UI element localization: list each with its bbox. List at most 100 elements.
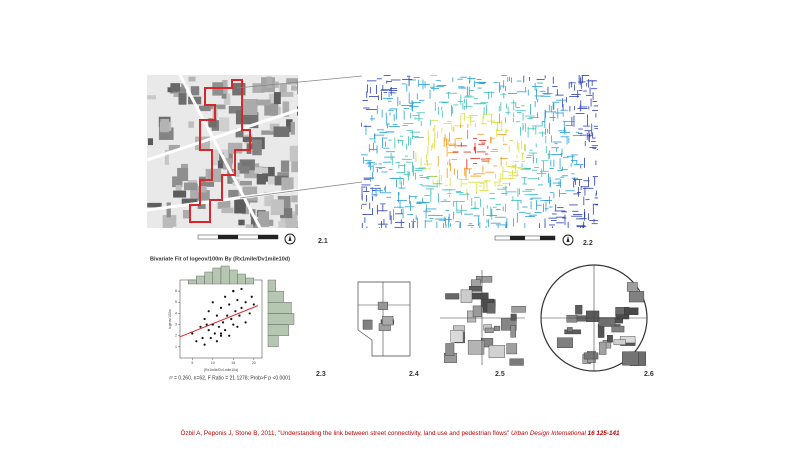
building bbox=[239, 180, 252, 186]
land-use-block bbox=[460, 289, 473, 303]
histogram-bar bbox=[267, 290, 284, 303]
building bbox=[267, 176, 279, 185]
land-use-block bbox=[607, 335, 613, 343]
data-point bbox=[191, 332, 194, 335]
data-point bbox=[232, 323, 235, 326]
y-tick-label: 4 bbox=[175, 311, 177, 315]
north-arrow bbox=[566, 236, 570, 242]
building bbox=[197, 185, 207, 193]
land-use-block bbox=[488, 345, 505, 358]
y-tick-label: 1 bbox=[175, 345, 177, 349]
data-point bbox=[240, 306, 243, 309]
building bbox=[164, 149, 169, 165]
data-point bbox=[226, 314, 229, 317]
building bbox=[295, 227, 298, 228]
histogram-bar bbox=[267, 302, 292, 314]
plot-stats: r² = 0.260, n=62, F Ratio = 21.1278; Pro… bbox=[169, 375, 291, 381]
land-use-block bbox=[362, 319, 373, 330]
data-point bbox=[248, 312, 251, 315]
building bbox=[210, 104, 226, 110]
data-point bbox=[252, 303, 255, 306]
building bbox=[173, 190, 187, 198]
building bbox=[258, 211, 270, 227]
building bbox=[235, 128, 244, 138]
data-point bbox=[195, 340, 198, 343]
building bbox=[177, 167, 189, 182]
data-point bbox=[236, 298, 239, 302]
building bbox=[228, 106, 242, 114]
building bbox=[183, 182, 198, 191]
scale-segment bbox=[218, 235, 238, 239]
building bbox=[264, 191, 274, 207]
scale-segment bbox=[540, 236, 555, 240]
scale-bar bbox=[494, 234, 574, 246]
map-2-1 bbox=[147, 75, 298, 228]
building bbox=[147, 95, 156, 100]
fit-line bbox=[179, 305, 259, 338]
scale-bar bbox=[197, 233, 296, 245]
data-point bbox=[219, 334, 223, 337]
land-use-block bbox=[611, 325, 625, 333]
data-point bbox=[207, 329, 210, 332]
figure-label: 2.5 bbox=[495, 371, 505, 378]
figure-label: 2.1 bbox=[318, 238, 328, 245]
histogram-bar bbox=[245, 277, 255, 285]
figure-labels: 2.1 2.2 2.3 2.4 2.5 2.6 bbox=[316, 238, 654, 378]
building bbox=[266, 76, 272, 88]
building bbox=[221, 93, 227, 99]
x-tick-label: 15 bbox=[231, 361, 235, 365]
histogram-bar bbox=[267, 313, 295, 325]
data-point bbox=[221, 321, 225, 324]
histogram-bar bbox=[267, 324, 289, 336]
building bbox=[208, 171, 213, 179]
building bbox=[175, 185, 182, 191]
histogram-bar bbox=[212, 267, 222, 285]
land-use-block bbox=[599, 341, 607, 355]
building bbox=[236, 189, 242, 198]
citation-authors: Özbil A, Peponis J, Stone B, 2011, "Unde… bbox=[180, 429, 509, 437]
building bbox=[160, 118, 170, 133]
plot-title: Bivariate Fit of logeov/100m By (Rx1mile… bbox=[150, 256, 290, 262]
histogram-bar bbox=[187, 279, 197, 285]
data-point bbox=[201, 336, 204, 340]
building bbox=[264, 103, 278, 116]
building bbox=[282, 101, 290, 117]
building bbox=[196, 190, 210, 201]
x-tick-label: 10 bbox=[211, 361, 215, 365]
land-use-block bbox=[377, 301, 388, 310]
building bbox=[168, 144, 180, 151]
figure-label: 2.4 bbox=[409, 371, 419, 378]
building bbox=[199, 105, 211, 112]
building bbox=[242, 136, 253, 142]
histogram-bar bbox=[267, 279, 277, 292]
data-point bbox=[219, 332, 223, 335]
histogram-bar bbox=[237, 273, 246, 285]
building bbox=[280, 160, 290, 172]
building bbox=[181, 83, 186, 89]
building bbox=[295, 204, 298, 216]
data-point bbox=[228, 303, 231, 306]
land-use-block bbox=[510, 313, 517, 321]
building bbox=[286, 78, 298, 85]
land-use-block bbox=[511, 305, 526, 313]
building bbox=[181, 198, 198, 205]
building bbox=[280, 208, 293, 219]
building bbox=[289, 145, 298, 162]
building bbox=[291, 86, 298, 91]
building bbox=[245, 224, 254, 228]
land-use-block bbox=[486, 302, 496, 314]
building bbox=[190, 86, 200, 96]
building bbox=[219, 152, 224, 164]
citation-journal: Urban Design International bbox=[511, 430, 587, 437]
building bbox=[218, 117, 230, 132]
land-use-block bbox=[628, 291, 645, 303]
building bbox=[279, 83, 287, 95]
data-point bbox=[215, 314, 218, 317]
y-axis-label: logeov/100m bbox=[168, 309, 172, 329]
building bbox=[182, 209, 190, 219]
land-use-block bbox=[583, 352, 599, 360]
data-point bbox=[203, 317, 206, 321]
building bbox=[296, 106, 298, 116]
land-use-block bbox=[567, 327, 573, 332]
building bbox=[170, 83, 181, 92]
